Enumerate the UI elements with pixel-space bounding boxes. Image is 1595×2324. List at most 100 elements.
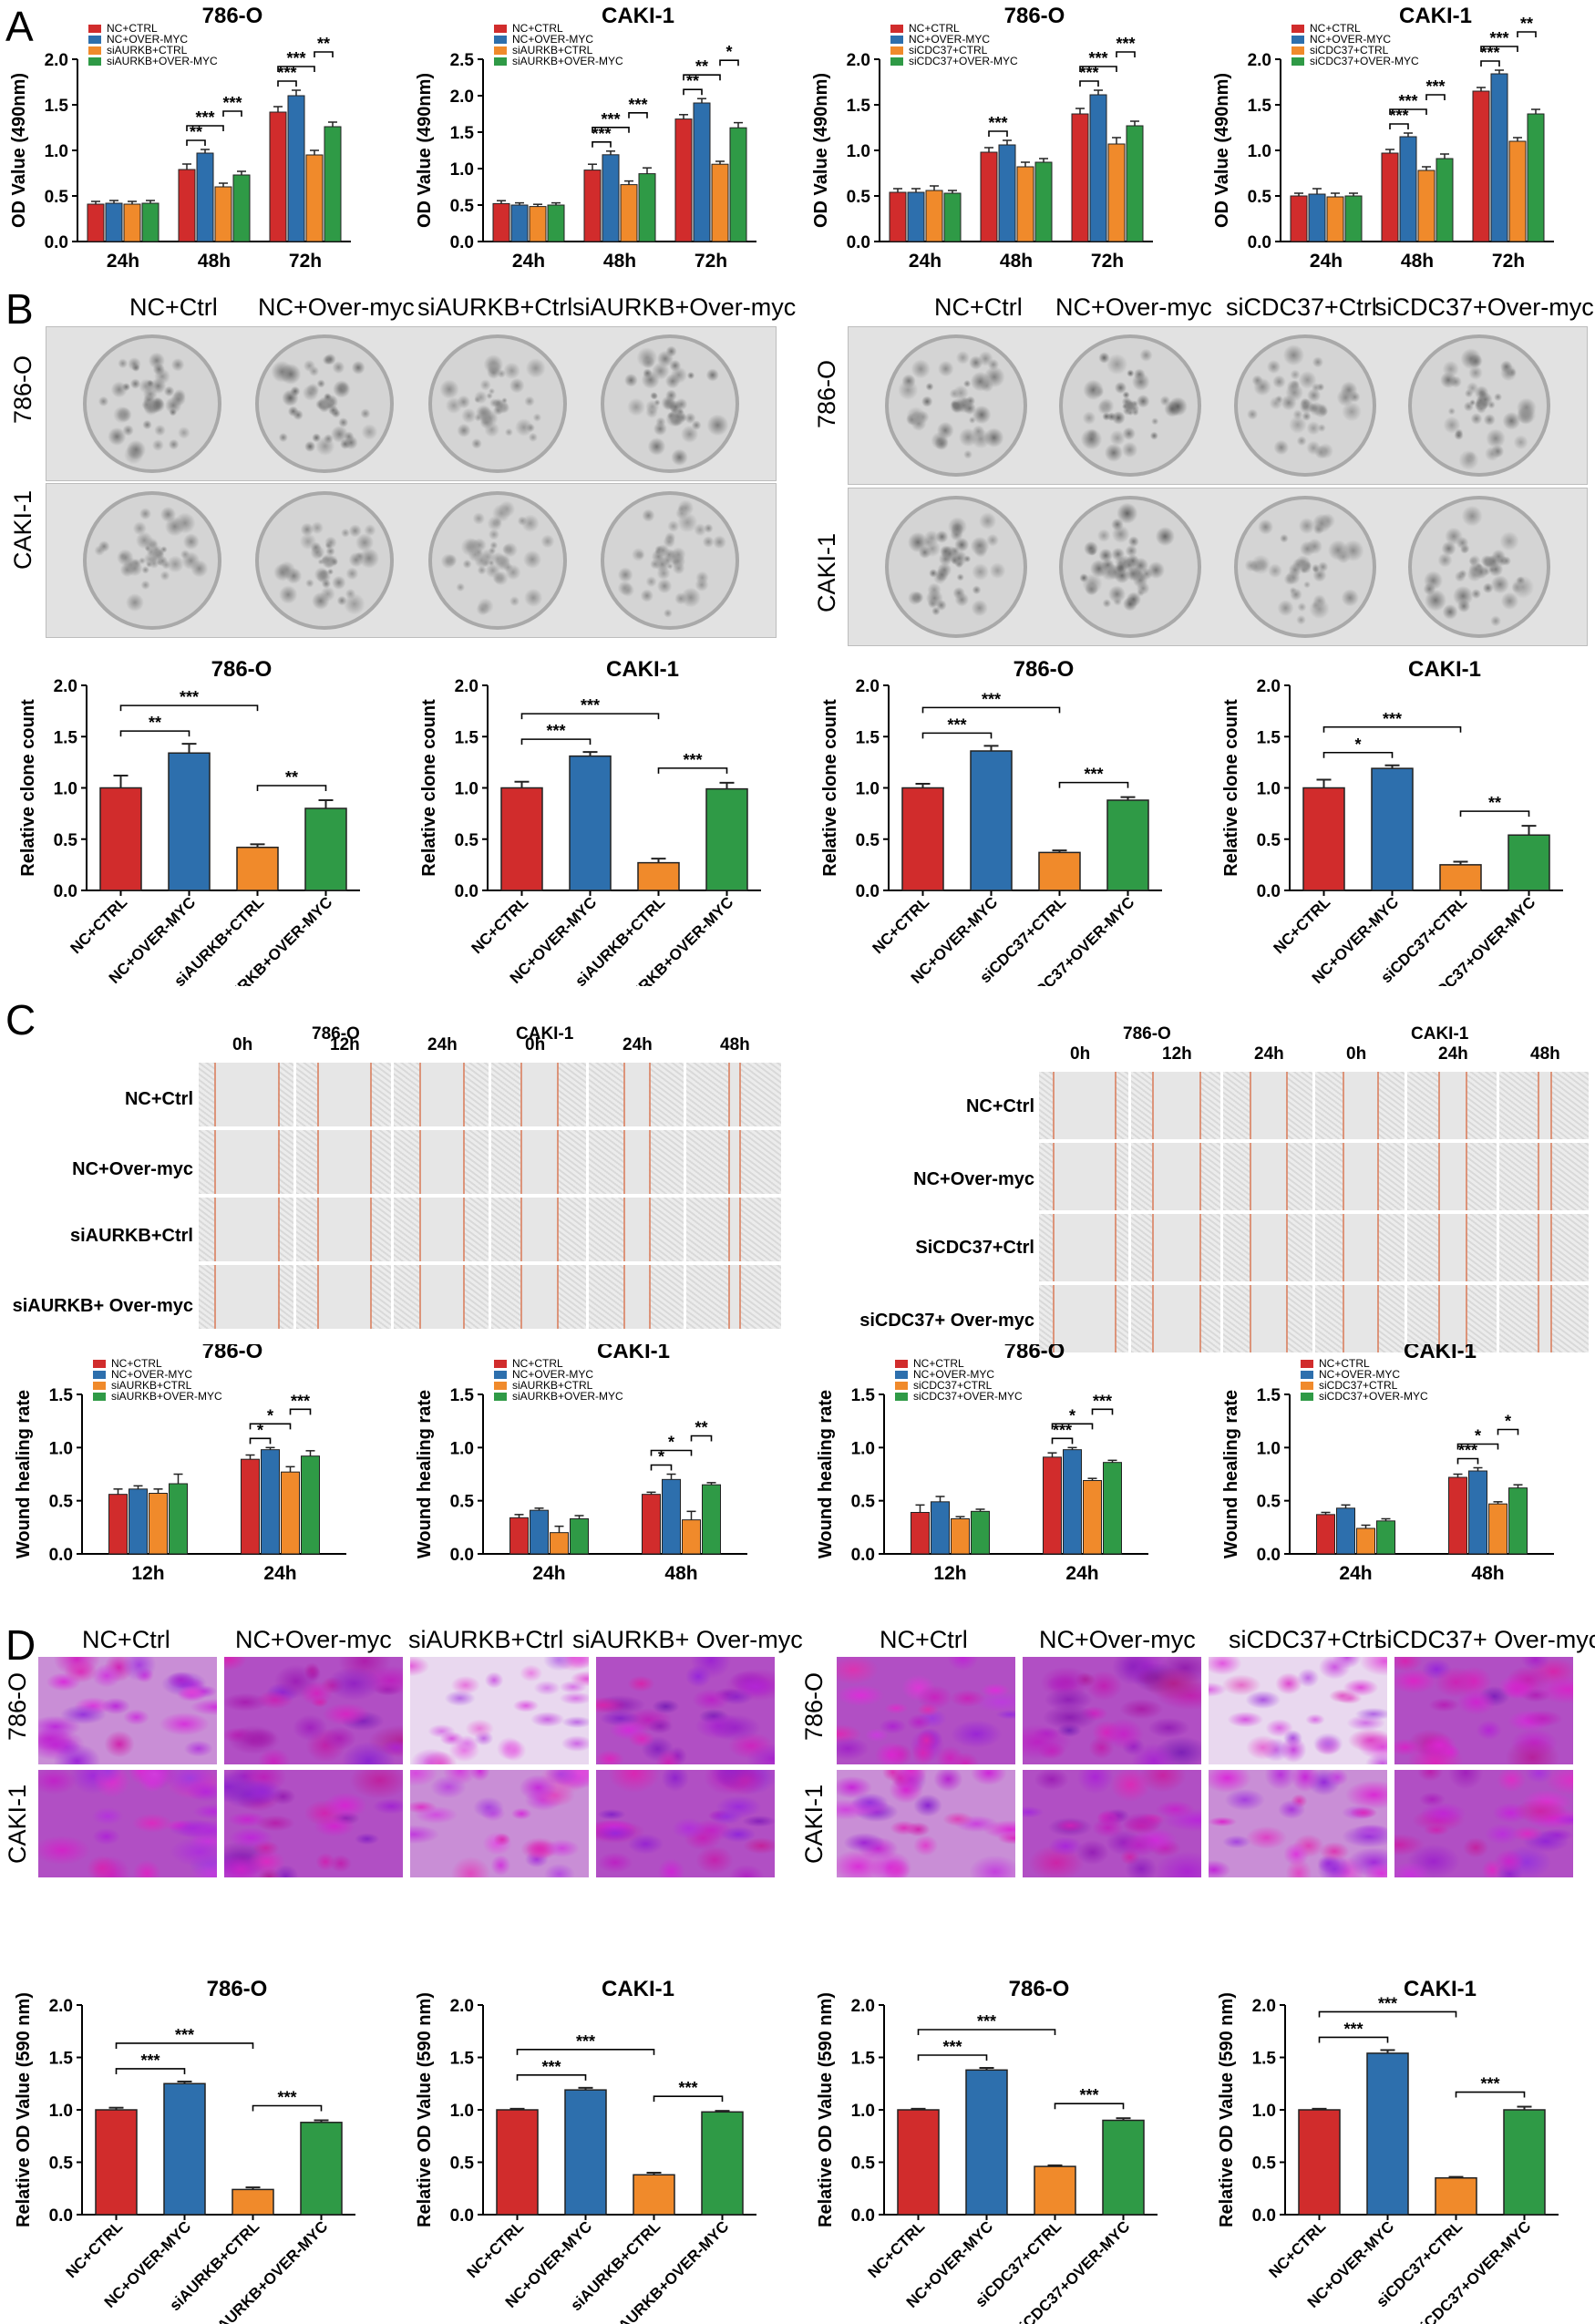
wound-gap: [1250, 1214, 1286, 1281]
y-axis-label: Relative OD Value (590 nm): [415, 1992, 435, 2227]
significance-bracket: [683, 74, 721, 81]
wound-gap: [419, 1130, 463, 1194]
significance-bracket: [119, 704, 259, 712]
legend-swatch: [895, 1393, 908, 1401]
bar: [1448, 1476, 1467, 1555]
wound-image: [1499, 1072, 1589, 1139]
bar: [1107, 143, 1126, 242]
legend-label: siAURKB+OVER-MYC: [512, 55, 623, 67]
y-tick-label: 1.5: [847, 97, 871, 116]
wound-edge-line: [623, 1198, 625, 1261]
wound-edge-line: [1053, 1285, 1055, 1352]
y-tick-label: 1.5: [1248, 97, 1272, 116]
bar: [196, 152, 214, 242]
transwell-image: [410, 1657, 589, 1764]
significance-bracket: [289, 1408, 312, 1415]
significance-label: ***: [1116, 35, 1135, 53]
bar: [638, 173, 656, 242]
wound-image: [394, 1063, 489, 1126]
significance-bracket: [1079, 80, 1099, 87]
wound-image: [296, 1265, 391, 1329]
significance-label: *: [267, 1406, 273, 1424]
wound-edge-line: [1466, 1285, 1467, 1352]
bar: [1439, 864, 1482, 891]
wound-edge-line: [623, 1265, 625, 1329]
y-axis-label: Relative clone count: [1221, 699, 1241, 877]
culture-well: [885, 334, 1027, 477]
wound-image: [686, 1130, 781, 1194]
legend-swatch: [895, 1382, 908, 1390]
bar: [633, 2174, 675, 2216]
wound-image: [1131, 1143, 1220, 1210]
chart-title: 786-O: [202, 1344, 263, 1363]
bar: [889, 191, 907, 242]
wound-image: [589, 1265, 684, 1329]
wound-gap: [419, 1063, 463, 1126]
significance-bracket: [256, 785, 327, 791]
wound-gap: [1053, 1072, 1115, 1139]
bar: [1508, 834, 1550, 891]
bar: [287, 95, 305, 242]
significance-label: *: [257, 1421, 263, 1439]
wound-edge-line: [1152, 1214, 1154, 1281]
x-tick-label: 24h: [909, 251, 942, 272]
bar: [1371, 767, 1414, 891]
transwell-image: [1209, 1770, 1387, 1877]
wound-edge-line: [557, 1063, 559, 1126]
y-axis-label: Wound healing rate: [415, 1390, 435, 1558]
y-tick-label: 2.0: [455, 677, 478, 696]
wound-edge-line: [463, 1198, 465, 1261]
significance-bracket: [1389, 123, 1409, 129]
bar: [1326, 196, 1344, 242]
wound-gap: [1438, 1072, 1466, 1139]
significance-bracket: [520, 738, 592, 746]
wound-image: [1131, 1285, 1220, 1352]
bar: [214, 186, 232, 242]
bar: [509, 1517, 529, 1555]
transwell-col-label: siAURKB+Ctrl: [408, 1626, 564, 1653]
x-tick-label: 24h: [532, 1563, 565, 1584]
bar: [95, 2109, 138, 2216]
wound-gap: [317, 1063, 370, 1126]
significance-bracket: [1051, 1423, 1094, 1430]
transwell-col-label: siAURKB+ Over-myc: [572, 1626, 803, 1653]
bar: [324, 126, 342, 242]
y-tick-label: 1.0: [49, 2102, 73, 2121]
significance-bracket: [1051, 1437, 1074, 1445]
bar: [1034, 161, 1053, 242]
bar: [1366, 2052, 1409, 2216]
wound-edge-line: [419, 1063, 421, 1126]
chart-title: 786-O: [1004, 4, 1065, 28]
y-tick-label: 2.0: [847, 51, 870, 70]
x-tick-label: 48h: [664, 1563, 697, 1584]
bar: [943, 192, 962, 242]
significance-bracket: [115, 2042, 254, 2049]
wound-edge-line: [1115, 1214, 1116, 1281]
significance-label: ***: [546, 722, 565, 740]
chart-d4-caki1-od590: CAKI-1 Relative OD Value (590 nm) 0.0 0.5 1.…: [1217, 1977, 1559, 2324]
y-tick-label: 0.0: [851, 1546, 875, 1565]
wound-edge-line: [520, 1130, 522, 1194]
wound-gap: [1250, 1072, 1286, 1139]
y-axis-label: Relative OD Value (590 nm): [1217, 1992, 1237, 2227]
legend-label: NC+OVER-MYC: [1319, 1368, 1400, 1381]
legend-label: siAURKB+CTRL: [512, 44, 593, 57]
wound-edge-line: [370, 1265, 372, 1329]
culture-well: [83, 334, 221, 473]
wound-image: [1315, 1143, 1405, 1210]
significance-bracket: [628, 112, 648, 118]
wound-image: [491, 1265, 586, 1329]
y-tick-label: 2.0: [45, 51, 68, 70]
colony-row-label: 786-O: [813, 359, 840, 428]
wound-edge-line: [649, 1063, 651, 1126]
wound-edge-line: [1115, 1285, 1116, 1352]
bar: [169, 1483, 188, 1555]
legend-label: siAURKB+CTRL: [107, 44, 188, 57]
y-tick-label: 1.0: [851, 2102, 875, 2121]
wound-gap: [1053, 1285, 1115, 1352]
y-tick-label: 2.0: [49, 1997, 73, 2016]
x-tick-label: 48h: [1471, 1563, 1504, 1584]
bar: [925, 190, 943, 242]
wound-gap: [1343, 1285, 1377, 1352]
chart-title: CAKI-1: [1404, 1344, 1477, 1363]
